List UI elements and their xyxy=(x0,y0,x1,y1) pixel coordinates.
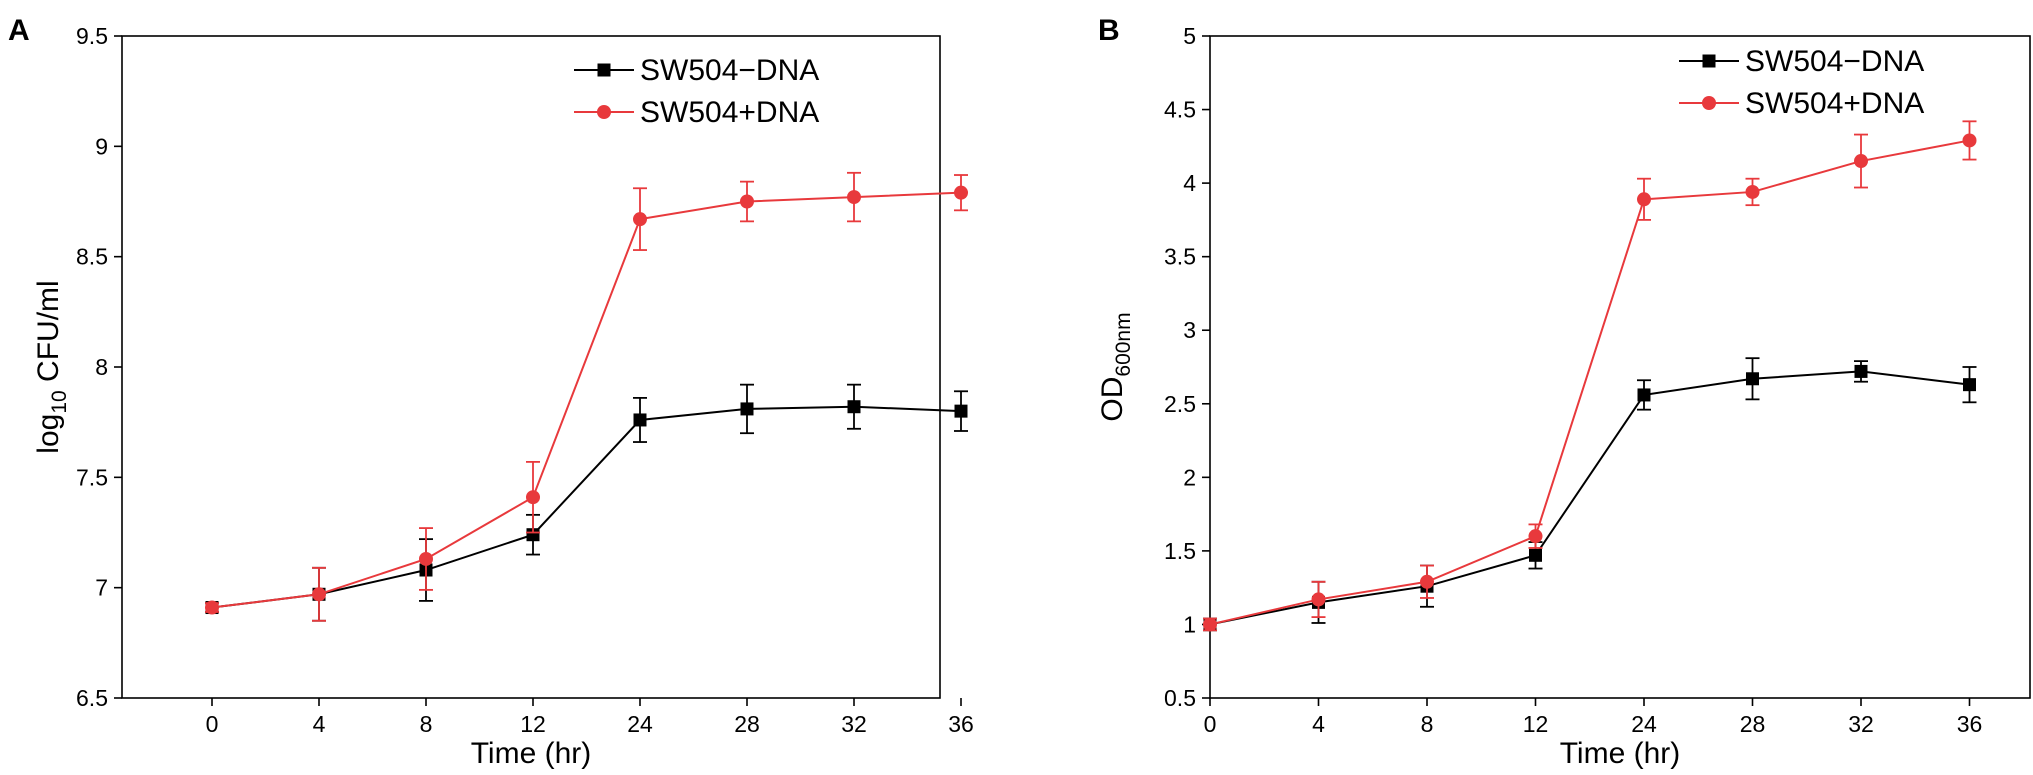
x-tick-label: 0 xyxy=(206,711,219,737)
data-point xyxy=(1854,364,1868,378)
legend-marker xyxy=(597,105,611,119)
y-axis-title-main: OD xyxy=(1096,377,1129,422)
data-point xyxy=(1203,617,1217,632)
y-axis-title-subscript: 600nm xyxy=(1112,312,1135,376)
x-tick-label: 8 xyxy=(1421,711,1434,737)
x-tick-label: 4 xyxy=(313,711,326,737)
legend-label: SW504−DNA xyxy=(1745,45,1924,78)
series-plus-dna xyxy=(205,171,968,622)
legend-marker xyxy=(597,63,611,77)
data-point xyxy=(633,212,647,227)
x-tick-label: 28 xyxy=(1740,711,1766,737)
y-tick-label: 8.5 xyxy=(76,244,108,270)
data-point xyxy=(740,194,754,209)
y-tick-label: 1.5 xyxy=(1164,538,1196,564)
x-tick-label: 36 xyxy=(948,711,974,737)
x-axis-title: Time (hr) xyxy=(1560,737,1681,770)
x-tick-label: 0 xyxy=(1204,711,1217,737)
data-point xyxy=(1745,184,1760,199)
y-tick-label: 5 xyxy=(1183,23,1196,49)
plot-frame xyxy=(121,35,941,699)
y-tick-label: 0.5 xyxy=(1164,685,1196,711)
y-tick-label: 4.5 xyxy=(1164,97,1196,123)
x-tick-label: 32 xyxy=(841,711,867,737)
data-point xyxy=(847,190,861,205)
data-point xyxy=(419,551,433,566)
y-tick-label: 6.5 xyxy=(76,685,108,711)
y-axis-title-subscript: 10 xyxy=(48,390,71,413)
data-point xyxy=(1637,388,1651,402)
series-line xyxy=(1209,139,1970,626)
series-line xyxy=(1209,370,1970,626)
data-point xyxy=(954,404,968,418)
x-tick-label: 12 xyxy=(520,711,546,737)
plot-frame xyxy=(1209,35,2031,699)
y-tick-label: 7.5 xyxy=(76,464,108,490)
data-point xyxy=(312,587,326,602)
data-point xyxy=(526,528,540,542)
y-tick-label: 1 xyxy=(1183,611,1196,637)
legend-label: SW504+DNA xyxy=(640,96,819,129)
x-tick-label: 24 xyxy=(1631,711,1657,737)
x-tick-label: 12 xyxy=(1523,711,1549,737)
data-point xyxy=(1854,154,1868,169)
y-axis-title-tail: CFU/ml xyxy=(32,280,65,390)
panel-a-chart: A 6.5 7 7.5 8 8.5 9 9.5 0 4 8 12 24 28 32 36 Time (hr) lo… xyxy=(8,14,974,770)
panel-b-chart: B 0.5 1 1.5 2 2.5 3 3.5 4 4.5 5 0 4 8 12 24 28 32 36 Time (… xyxy=(1096,14,2031,770)
y-tick-label: 8 xyxy=(95,354,108,380)
series-line xyxy=(211,191,962,609)
y-axis-title: log10 CFU/ml xyxy=(32,280,71,453)
data-point xyxy=(633,413,647,427)
x-tick-label: 28 xyxy=(734,711,760,737)
y-axis-title-main: log xyxy=(32,414,65,454)
series-line xyxy=(211,405,962,609)
y-tick-label: 4 xyxy=(1183,170,1196,196)
panel-letter: B xyxy=(1098,14,1120,47)
legend-marker xyxy=(1702,54,1716,68)
data-point xyxy=(1528,529,1543,544)
data-point xyxy=(1420,574,1434,589)
y-tick-label: 7 xyxy=(95,575,108,601)
y-tick-label: 3 xyxy=(1183,317,1196,343)
data-point xyxy=(1746,372,1759,386)
data-point xyxy=(954,185,968,200)
x-tick-label: 36 xyxy=(1957,711,1983,737)
y-tick-label: 2.5 xyxy=(1164,391,1196,417)
data-point xyxy=(526,490,540,505)
legend-marker xyxy=(1702,96,1716,110)
x-tick-label: 32 xyxy=(1848,711,1874,737)
y-tick-label: 2 xyxy=(1183,464,1196,490)
y-axis-title: OD600nm xyxy=(1096,312,1135,421)
legend: SW504−DNA SW504+DNA xyxy=(1679,45,1924,120)
legend-label: SW504+DNA xyxy=(1745,87,1924,120)
panel-letter: A xyxy=(8,14,30,47)
legend: SW504−DNA SW504+DNA xyxy=(574,54,819,129)
y-tick-label: 9 xyxy=(95,133,108,159)
legend-label: SW504−DNA xyxy=(640,54,819,87)
data-point xyxy=(205,600,219,615)
data-point xyxy=(1963,378,1976,392)
data-point xyxy=(1311,592,1326,607)
data-point xyxy=(1529,548,1542,562)
data-point xyxy=(847,400,861,414)
x-tick-label: 24 xyxy=(627,711,653,737)
y-tick-label: 3.5 xyxy=(1164,244,1196,270)
x-tick-label: 4 xyxy=(1312,711,1325,737)
data-point xyxy=(1637,192,1651,207)
data-point xyxy=(740,402,754,416)
x-tick-label: 8 xyxy=(420,711,433,737)
series-plus-dna xyxy=(1203,120,1977,632)
data-point xyxy=(1962,133,1977,148)
y-tick-label: 9.5 xyxy=(76,23,108,49)
x-axis-title: Time (hr) xyxy=(471,737,592,770)
